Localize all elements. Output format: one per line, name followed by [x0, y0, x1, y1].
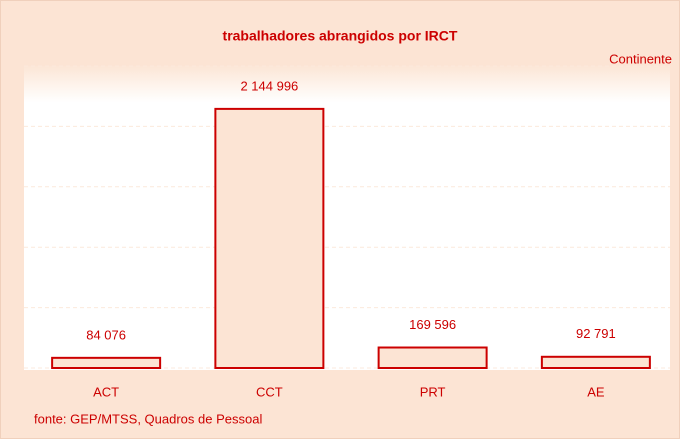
x-tick-label: PRT [420, 384, 446, 399]
bar [377, 346, 488, 370]
subtitle: Continente [609, 51, 672, 66]
x-tick-label: ACT [93, 384, 119, 399]
bar [51, 356, 162, 370]
source: fonte: GEP/MTSS, Quadros de Pessoal [34, 411, 262, 426]
plot-area [24, 66, 670, 370]
x-tick-label: CCT [256, 384, 283, 399]
data-label: 169 596 [409, 317, 456, 332]
data-label: 84 076 [86, 327, 126, 342]
bar [214, 107, 325, 369]
data-label: 92 791 [576, 326, 616, 341]
x-tick-label: AE [587, 384, 605, 399]
bar [540, 355, 651, 369]
chart-title: trabalhadores abrangidos por IRCT [223, 28, 458, 44]
data-label: 2 144 996 [240, 78, 298, 93]
